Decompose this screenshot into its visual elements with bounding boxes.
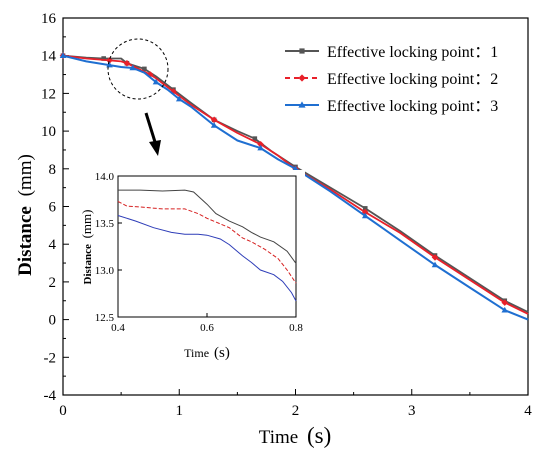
series-3-marker — [292, 165, 299, 172]
main-y-tick-label: -4 — [44, 388, 57, 404]
legend-label: Effective locking point：2 — [327, 71, 498, 88]
series-2-marker — [501, 299, 509, 306]
series-1-marker — [142, 66, 147, 72]
main-y-tick-label: 12 — [41, 86, 56, 102]
legend-swatch-marker — [298, 101, 306, 108]
series-1-marker — [101, 56, 106, 61]
inset-y-tick-label: 13.5 — [95, 218, 115, 230]
series-1-marker — [362, 206, 368, 211]
series-3-marker — [210, 122, 218, 128]
main-y-tick-label: -2 — [44, 350, 57, 366]
inset-y-tick-label: 12.5 — [95, 312, 115, 324]
zoom-arrow-line — [144, 112, 157, 143]
series-2-marker — [257, 140, 264, 148]
inset-background — [90, 170, 305, 370]
series-3-marker — [257, 144, 264, 151]
inset-y-tick-label: 13.0 — [95, 265, 115, 277]
legend-item-3: Effective locking point：3 — [285, 98, 498, 115]
series-3-marker — [361, 212, 369, 219]
legend-item-1: Effective locking point：1 — [285, 44, 498, 61]
series-2-line — [62, 54, 529, 315]
series-3-line — [62, 54, 529, 321]
main-x-tick-label: 4 — [524, 403, 532, 419]
y-axis-title: Distance (mm) — [15, 154, 36, 276]
series-2-marker — [123, 59, 131, 67]
inset-series-3-line — [117, 215, 297, 302]
main-axes-ticks — [62, 17, 529, 396]
main-y-tick-label: 0 — [49, 313, 57, 329]
inset-series-2-line — [117, 200, 297, 284]
main-y-tick-label: 10 — [41, 124, 56, 140]
series-3-marker — [175, 95, 183, 102]
inset-x-tick-label: 0.8 — [289, 322, 303, 334]
inset-y-tick-label: 14.0 — [95, 171, 115, 183]
legend-item-2: Effective locking point：2 — [285, 71, 498, 88]
legend-label: Effective locking point：1 — [327, 44, 498, 61]
series-2-marker — [431, 254, 439, 261]
series-3-marker — [152, 78, 160, 85]
series-3-marker — [106, 61, 113, 68]
inset-x-axis-title: Time (s) — [184, 345, 230, 361]
main-x-tick-label: 0 — [59, 403, 67, 419]
inset-axes-ticks — [117, 175, 297, 318]
inset-y-axis-title: Distance (mm) — [79, 210, 94, 285]
main-x-tick-labels: 0 1 2 3 4 — [59, 403, 532, 419]
inset-x-tick-labels: 0.4 0.6 0.8 — [111, 322, 303, 334]
series-2-marker — [106, 57, 113, 64]
zoom-region-circle — [107, 38, 169, 100]
legend-swatch-marker — [298, 74, 306, 82]
inset-series-group — [117, 189, 297, 302]
main-y-tick-label: 14 — [41, 49, 57, 65]
inset-x-tick-label: 0.6 — [200, 322, 214, 334]
series-1-marker — [252, 136, 258, 141]
legend: Effective locking point：1 Effective locki… — [285, 44, 498, 115]
legend-label: Effective locking point：3 — [327, 98, 498, 115]
legend-swatch-marker — [299, 48, 305, 54]
main-series-group — [59, 52, 529, 321]
inset-series-1-line — [118, 189, 297, 264]
main-y-tick-label: 6 — [49, 200, 57, 216]
x-axis-title: Time (s) — [259, 423, 331, 448]
series-3-marker — [59, 52, 67, 58]
series-3-marker — [431, 261, 439, 268]
zoom-arrow-head — [149, 140, 161, 156]
main-y-tick-label: 8 — [49, 162, 57, 178]
series-3-marker — [501, 306, 509, 313]
main-y-tick-label: 4 — [49, 237, 57, 253]
main-y-tick-label: 2 — [49, 275, 57, 291]
main-x-tick-label: 1 — [176, 403, 184, 419]
main-y-tick-label: 16 — [41, 11, 57, 27]
inset-y-tick-labels: 12.5 13.0 13.5 14.0 — [95, 171, 115, 324]
series-2-marker — [210, 116, 218, 124]
series-3-marker — [129, 64, 137, 71]
main-x-tick-label: 3 — [408, 403, 416, 419]
main-y-tick-labels: -4 -2 0 2 4 6 8 10 12 14 16 — [41, 11, 57, 404]
series-3 — [59, 52, 529, 321]
inset-x-tick-label: 0.4 — [111, 322, 125, 334]
main-x-tick-label: 2 — [292, 403, 300, 419]
